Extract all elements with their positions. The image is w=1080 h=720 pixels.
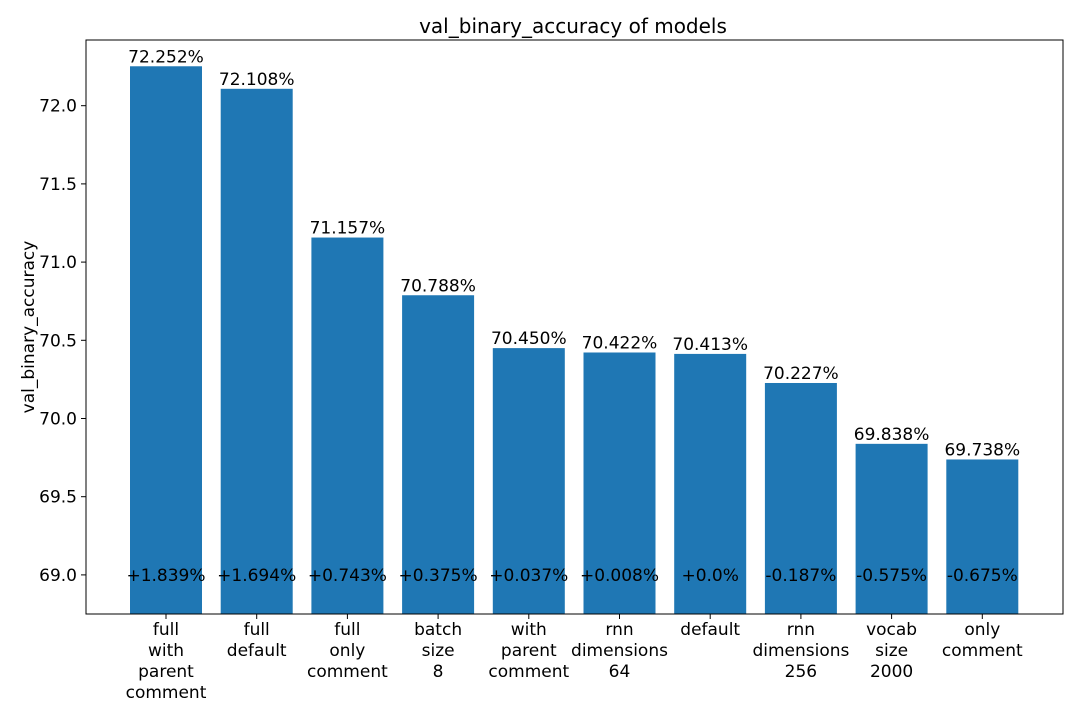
bar-value-label: 72.108% bbox=[219, 70, 295, 90]
x-tick-label: comment bbox=[126, 683, 207, 703]
x-tick-label: 64 bbox=[609, 662, 631, 682]
bar-value-label: 70.422% bbox=[582, 333, 658, 353]
plot-frame bbox=[85, 39, 1064, 615]
bar-value-label: 70.413% bbox=[672, 335, 748, 355]
bar-value-label: 69.738% bbox=[944, 440, 1020, 460]
bar-delta-label: -0.575% bbox=[856, 566, 927, 586]
y-tick-label: 70.0 bbox=[39, 409, 77, 429]
bars bbox=[130, 66, 1019, 614]
x-tick-label: dimensions bbox=[571, 641, 668, 661]
bar-delta-label: +1.839% bbox=[126, 566, 205, 586]
x-tick-label: size bbox=[875, 641, 908, 661]
x-tick-label: batch bbox=[414, 620, 462, 640]
x-axis-ticks: fullwithparentcommentfulldefaultfullonly… bbox=[126, 614, 1023, 703]
bar-value-label: 70.788% bbox=[400, 276, 476, 296]
x-tick-label: 2000 bbox=[870, 662, 913, 682]
bar-value-label: 70.450% bbox=[491, 329, 567, 349]
bar bbox=[674, 353, 747, 614]
bar-delta-label: +0.0% bbox=[681, 566, 738, 586]
y-tick-label: 69.5 bbox=[39, 488, 77, 508]
bar-delta-label: +0.008% bbox=[580, 566, 659, 586]
x-tick-label: rnn bbox=[787, 620, 815, 640]
bar-value-label: 70.227% bbox=[763, 364, 839, 384]
y-tick-label: 70.5 bbox=[39, 331, 77, 351]
y-tick-label: 72.0 bbox=[39, 97, 77, 117]
y-axis-ticks: 69.0 69.5 70.0 70.5 71.0 71.5 72.0 bbox=[39, 97, 86, 586]
x-tick-label: default bbox=[227, 641, 287, 661]
bar bbox=[402, 295, 475, 614]
x-tick-label: full bbox=[244, 620, 270, 640]
y-tick-label: 69.0 bbox=[39, 566, 77, 586]
bar bbox=[311, 237, 384, 614]
bar-delta-label: -0.187% bbox=[765, 566, 836, 586]
bar bbox=[583, 352, 656, 614]
bar-value-label: 72.252% bbox=[128, 47, 204, 67]
x-tick-label: dimensions bbox=[752, 641, 849, 661]
x-tick-label: full bbox=[334, 620, 360, 640]
x-tick-label: comment bbox=[488, 662, 569, 682]
bar-value-label: 69.838% bbox=[854, 425, 930, 445]
delta-labels: +1.839% +1.694% +0.743% +0.375% +0.037% +0.00… bbox=[126, 566, 1017, 586]
x-tick-label: comment bbox=[307, 662, 388, 682]
x-tick-label: default bbox=[680, 620, 740, 640]
x-tick-label: with bbox=[148, 641, 184, 661]
bar-delta-label: -0.675% bbox=[947, 566, 1018, 586]
x-tick-label: rnn bbox=[605, 620, 633, 640]
bar-delta-label: +0.743% bbox=[308, 566, 387, 586]
bar bbox=[946, 459, 1019, 614]
x-tick-label: full bbox=[153, 620, 179, 640]
x-tick-label: 8 bbox=[433, 662, 444, 682]
y-tick-label: 71.0 bbox=[39, 253, 77, 273]
y-tick-label: 71.5 bbox=[39, 175, 77, 195]
x-tick-label: vocab bbox=[866, 620, 917, 640]
x-tick-label: size bbox=[422, 641, 455, 661]
value-labels: 72.252% 72.108% 71.157% 70.788% 70.450% 70.42… bbox=[128, 47, 1020, 460]
bar-delta-label: +1.694% bbox=[217, 566, 296, 586]
chart-title: val_binary_accuracy of models bbox=[419, 14, 727, 38]
x-tick-label: comment bbox=[942, 641, 1023, 661]
bar bbox=[764, 382, 837, 614]
bar bbox=[220, 88, 293, 614]
x-tick-label: 256 bbox=[785, 662, 817, 682]
bar bbox=[130, 66, 202, 614]
bar bbox=[855, 443, 928, 614]
bar-value-label: 71.157% bbox=[310, 219, 386, 239]
x-tick-label: only bbox=[329, 641, 365, 661]
x-tick-label: parent bbox=[501, 641, 557, 661]
x-tick-label: with bbox=[511, 620, 547, 640]
bar bbox=[492, 348, 565, 614]
x-tick-label: parent bbox=[138, 662, 194, 682]
bar-delta-label: +0.375% bbox=[399, 566, 478, 586]
bar-delta-label: +0.037% bbox=[489, 566, 568, 586]
y-axis-title: val_binary_accuracy bbox=[19, 241, 39, 414]
x-tick-label: only bbox=[964, 620, 1000, 640]
